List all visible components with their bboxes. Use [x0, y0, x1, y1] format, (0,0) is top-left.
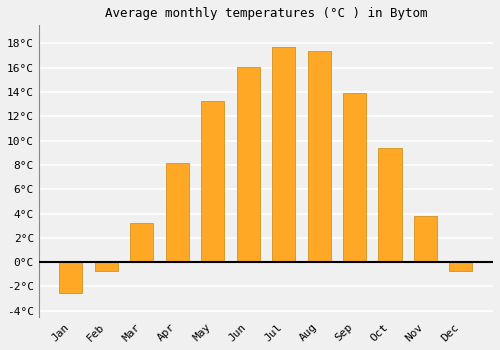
Bar [60, 262, 82, 293]
Bar [272, 47, 295, 262]
Bar [236, 66, 260, 262]
Bar [201, 100, 224, 262]
Bar [343, 93, 366, 262]
Bar [308, 51, 330, 262]
Bar [378, 148, 402, 262]
Bar [450, 262, 472, 271]
Bar [414, 216, 437, 262]
Bar [166, 162, 189, 262]
Bar [130, 223, 154, 262]
Bar [95, 262, 118, 271]
Title: Average monthly temperatures (°C ) in Bytom: Average monthly temperatures (°C ) in By… [104, 7, 427, 20]
